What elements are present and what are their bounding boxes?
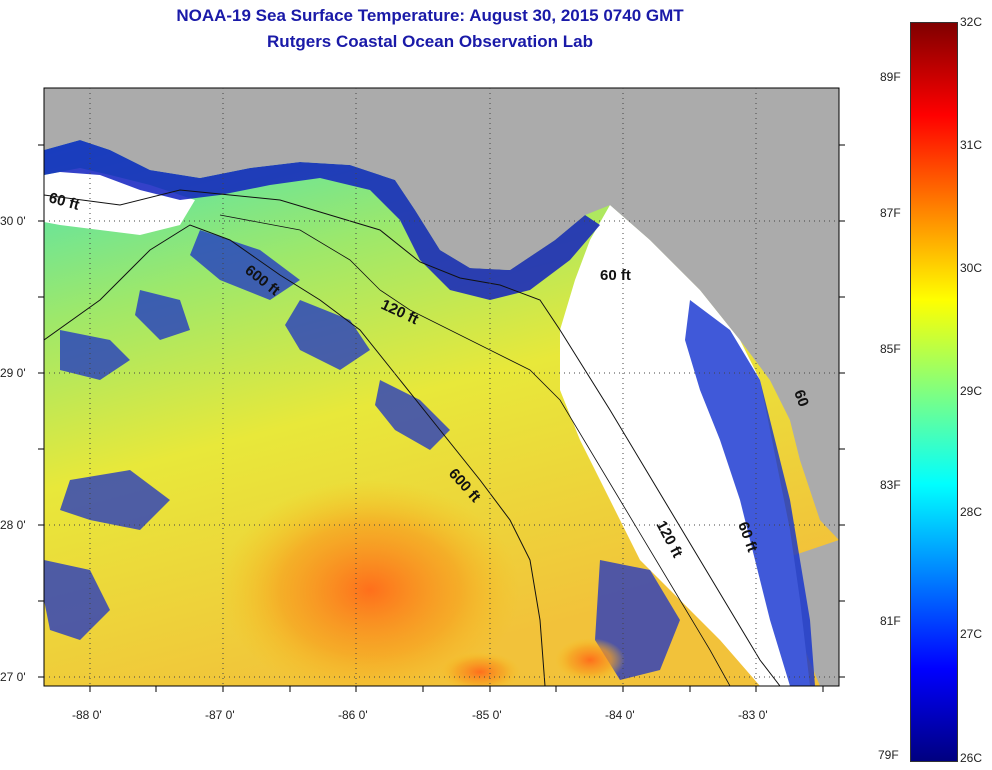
lon-label: -88 0'	[72, 708, 102, 722]
lon-label: -86 0'	[338, 708, 368, 722]
lon-label: -84 0'	[605, 708, 635, 722]
map-frame	[43, 87, 840, 687]
contour-60ft	[44, 189, 781, 686]
colorbar-c-label: 31C	[960, 138, 983, 152]
axis-ticks	[38, 144, 845, 692]
no-data-region	[560, 205, 810, 686]
warm-core	[220, 480, 520, 686]
warm-spot-south	[440, 652, 520, 686]
colorbar-c-label: 32C	[960, 15, 983, 29]
colorbar-c-label: 30C	[960, 261, 983, 275]
map-field	[44, 88, 839, 686]
warm-spot-se	[555, 638, 625, 682]
colorbar-c-label: 29C	[960, 384, 983, 398]
colorbar-c-label: 28C	[960, 505, 983, 519]
colorbar-f-label: 89F	[880, 70, 901, 84]
lat-label: 28 0'	[0, 518, 26, 532]
lon-label: -85 0'	[472, 708, 502, 722]
contour-120ft	[219, 214, 731, 686]
colorbar-f-label: 87F	[880, 206, 901, 220]
cold-streaks	[44, 230, 680, 680]
colorbar-c-label: 26C	[960, 751, 983, 765]
cold-band-coast	[44, 140, 600, 300]
map-subtitle: Rutgers Coastal Ocean Observation Lab	[267, 32, 593, 51]
lat-label: 30 0'	[0, 214, 26, 228]
lat-label: 29 0'	[0, 366, 26, 380]
contour-label: 60 ft	[600, 267, 631, 284]
colorbar-f-label: 79F	[878, 748, 899, 762]
colorbar-f-label: 85F	[880, 342, 901, 356]
no-data-region-west	[44, 168, 195, 235]
lon-label: -83 0'	[738, 708, 768, 722]
colorbar-f-label: 81F	[880, 614, 901, 628]
cold-band-east	[685, 300, 815, 686]
contour-label: 60	[790, 388, 812, 409]
lat-label: 27 0'	[0, 670, 26, 684]
lon-label: -87 0'	[205, 708, 235, 722]
colorbar	[910, 22, 958, 762]
map-title: NOAA-19 Sea Surface Temperature: August …	[176, 6, 684, 25]
colorbar-c-label: 27C	[960, 627, 983, 641]
contour-600ft	[44, 224, 546, 686]
colorbar-f-label: 83F	[880, 478, 901, 492]
